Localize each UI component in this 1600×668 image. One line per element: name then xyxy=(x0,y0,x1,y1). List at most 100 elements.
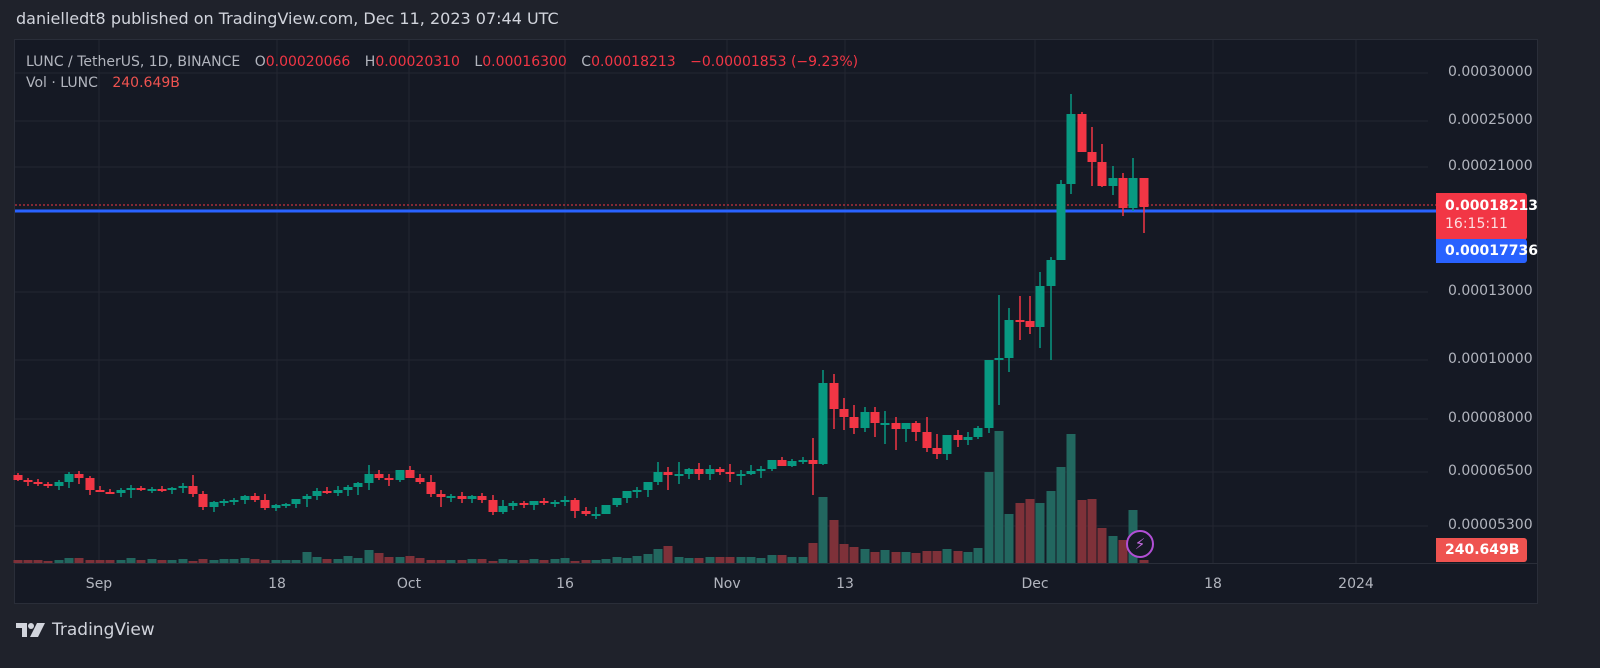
candle-body[interactable] xyxy=(136,488,146,490)
candle-body[interactable] xyxy=(167,488,177,490)
tradingview-logo[interactable]: TradingView xyxy=(16,620,155,640)
candle-body[interactable] xyxy=(519,503,529,505)
candle-body[interactable] xyxy=(64,474,74,482)
candle-body[interactable] xyxy=(891,423,901,429)
candle-body[interactable] xyxy=(860,412,870,428)
candle-body[interactable] xyxy=(302,496,312,499)
candle-body[interactable] xyxy=(157,489,167,491)
candle-body[interactable] xyxy=(808,460,818,464)
candle-body[interactable] xyxy=(550,502,560,504)
candle-body[interactable] xyxy=(725,472,735,474)
candle-body[interactable] xyxy=(911,423,921,432)
candle-body[interactable] xyxy=(1097,162,1107,186)
candle-body[interactable] xyxy=(932,448,942,454)
candle-body[interactable] xyxy=(829,383,839,409)
candle-body[interactable] xyxy=(694,469,704,474)
candle-body[interactable] xyxy=(85,478,95,490)
candle-body[interactable] xyxy=(601,505,611,514)
candle-body[interactable] xyxy=(1056,184,1066,260)
candle-body[interactable] xyxy=(312,491,322,496)
candle-body[interactable] xyxy=(560,500,570,502)
candle-body[interactable] xyxy=(43,484,53,486)
candle-body[interactable] xyxy=(488,500,498,512)
candle-body[interactable] xyxy=(198,494,208,507)
candle-body[interactable] xyxy=(178,486,188,488)
candle-body[interactable] xyxy=(147,489,157,491)
candle-body[interactable] xyxy=(95,490,105,492)
lightning-icon[interactable]: ⚡︎ xyxy=(1126,530,1154,558)
candle-body[interactable] xyxy=(736,474,746,476)
candle-body[interactable] xyxy=(33,482,43,484)
candle-body[interactable] xyxy=(963,437,973,440)
candle-body[interactable] xyxy=(529,501,539,505)
candle-body[interactable] xyxy=(384,478,394,480)
candle-body[interactable] xyxy=(705,469,715,474)
candle-body[interactable] xyxy=(229,500,239,502)
candle-body[interactable] xyxy=(1035,286,1045,327)
candle-body[interactable] xyxy=(260,500,270,508)
candle-body[interactable] xyxy=(1066,114,1076,184)
candle-body[interactable] xyxy=(126,488,136,490)
candle-body[interactable] xyxy=(849,417,859,428)
candle-body[interactable] xyxy=(446,496,456,498)
candle-body[interactable] xyxy=(13,475,23,480)
candle-body[interactable] xyxy=(74,474,84,478)
candle-body[interactable] xyxy=(1108,178,1118,186)
candle-body[interactable] xyxy=(539,501,549,503)
candle-body[interactable] xyxy=(508,503,518,506)
candle-body[interactable] xyxy=(674,474,684,476)
candle-body[interactable] xyxy=(622,491,632,498)
candle-body[interactable] xyxy=(240,496,250,500)
candle-body[interactable] xyxy=(591,514,601,516)
candle-body[interactable] xyxy=(219,501,229,503)
candle-body[interactable] xyxy=(839,409,849,417)
candle-body[interactable] xyxy=(653,472,663,482)
candle-body[interactable] xyxy=(612,498,622,505)
chart-frame[interactable] xyxy=(14,39,1538,604)
candle-body[interactable] xyxy=(1087,152,1097,162)
candle-body[interactable] xyxy=(426,482,436,494)
candle-body[interactable] xyxy=(818,383,828,464)
candle-body[interactable] xyxy=(477,496,487,500)
candle-body[interactable] xyxy=(291,499,301,504)
candle-body[interactable] xyxy=(901,423,911,429)
candle-body[interactable] xyxy=(922,432,932,448)
candle-body[interactable] xyxy=(54,482,64,486)
candle-body[interactable] xyxy=(973,428,983,437)
candle-body[interactable] xyxy=(632,490,642,492)
candle-body[interactable] xyxy=(415,478,425,482)
candle-body[interactable] xyxy=(798,460,808,462)
candle-body[interactable] xyxy=(209,502,219,507)
candle-body[interactable] xyxy=(746,471,756,474)
candle-body[interactable] xyxy=(570,500,580,511)
candle-body[interactable] xyxy=(467,496,477,499)
candle-body[interactable] xyxy=(581,511,591,514)
candle-body[interactable] xyxy=(1004,320,1014,358)
candle-body[interactable] xyxy=(395,470,405,480)
candle-body[interactable] xyxy=(953,435,963,440)
candle-body[interactable] xyxy=(374,474,384,478)
candle-body[interactable] xyxy=(1046,260,1056,286)
candle-body[interactable] xyxy=(1128,178,1138,208)
symbol-label[interactable]: LUNC / TetherUS, 1D, BINANCE xyxy=(26,54,241,70)
candle-body[interactable] xyxy=(281,504,291,506)
candle-body[interactable] xyxy=(684,469,694,474)
candle-body[interactable] xyxy=(271,505,281,508)
candle-body[interactable] xyxy=(353,483,363,487)
candle-body[interactable] xyxy=(250,496,260,500)
candle-body[interactable] xyxy=(984,360,994,428)
candle-body[interactable] xyxy=(777,460,787,466)
candle-body[interactable] xyxy=(322,491,332,493)
candle-body[interactable] xyxy=(787,461,797,466)
candle-body[interactable] xyxy=(333,490,343,493)
candle-body[interactable] xyxy=(405,470,415,478)
volume-label[interactable]: Vol · LUNC xyxy=(26,75,98,91)
candle-body[interactable] xyxy=(1015,320,1025,322)
candle-body[interactable] xyxy=(1077,114,1087,152)
candle-body[interactable] xyxy=(1139,178,1149,207)
candle-body[interactable] xyxy=(880,423,890,425)
candle-body[interactable] xyxy=(994,358,1004,360)
candle-body[interactable] xyxy=(942,435,952,454)
candle-body[interactable] xyxy=(663,472,673,475)
